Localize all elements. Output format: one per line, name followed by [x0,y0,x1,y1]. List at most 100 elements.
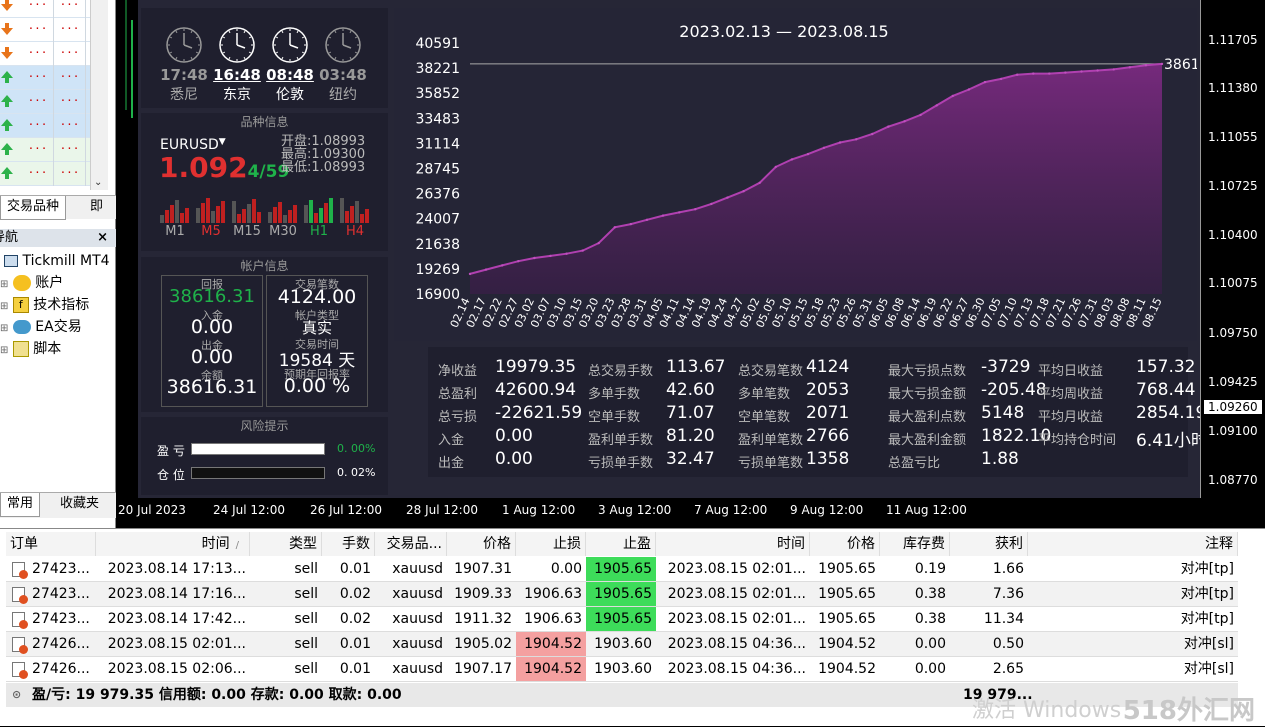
column-header[interactable]: 价格 [810,532,880,556]
equity-point [582,249,584,251]
order-icon [12,612,25,627]
column-header[interactable]: 价格 [447,532,516,556]
stat-value: 32.47 [666,449,715,469]
timeframe-label[interactable]: H4 [340,224,370,239]
column-header[interactable]: 止盈 [586,532,656,556]
ask-cell: ... [54,0,86,18]
left-panel: ........................................… [0,0,116,530]
equity-point [839,141,841,143]
order-icon [12,662,25,677]
stat-label: 总亏损 [438,406,477,425]
equity-point [919,114,921,116]
table-cell: 1904.52 [516,657,586,681]
stat-value: 157.32 [1136,357,1195,377]
timeframe-label[interactable]: M5 [196,224,226,239]
tab-symbols[interactable]: 交易品种 [0,196,66,220]
table-cell: 1911.32 [447,607,516,631]
navigator-item-experts[interactable]: ⊞ EA交易 [0,316,82,338]
table-cell: 1904.52 [516,632,586,656]
clock-city: 伦敦 [265,84,315,104]
column-header[interactable]: 手数 [322,532,375,556]
clock-icon [165,26,203,64]
timeframe-label[interactable]: M30 [268,224,298,239]
equity-point [549,255,551,257]
time-axis-label: 20 Jul 2023 [118,503,186,517]
tab-ticks[interactable]: 即 [84,196,109,220]
table-cell: 0.00 [880,657,950,681]
equity-point [694,208,696,210]
table-cell: sell [250,582,322,606]
timeframe-label[interactable]: M1 [160,224,190,239]
column-header[interactable]: 止损 [516,532,586,556]
brand-watermark: 518外汇网 [1123,690,1255,727]
column-header[interactable]: 交易品... [375,532,447,556]
stat-label: 亏损单笔数 [738,452,803,471]
ask-cell: ... [54,42,86,66]
table-cell: 7.36 [950,582,1028,606]
time-axis-label: 11 Aug 12:00 [886,503,967,517]
table-cell: 1905.02 [447,632,516,656]
symbol-info-title: 品种信息 [141,113,388,130]
y-tick-label: 31114 [415,136,460,152]
equity-point [614,226,616,228]
table-cell: 对冲[tp] [1028,607,1238,631]
column-header[interactable]: 时间/ [96,532,250,556]
accounts-icon [13,275,31,291]
stat-label: 空单手数 [588,406,640,425]
ask-cell: ... [54,90,86,114]
stat-value: 768.44 [1136,380,1195,400]
account-type-value: 真实 [266,317,368,338]
column-header[interactable]: 时间 [656,532,810,556]
navigator-item-indicators[interactable]: ⊞ f 技术指标 [0,294,89,316]
arrow-up-icon [1,119,13,131]
equity-point [871,133,873,135]
navigator-root[interactable]: Tickmill MT4 [4,250,110,272]
navigator-item-scripts[interactable]: ⊞ 脚本 [0,338,61,360]
tab-favorites[interactable]: 收藏夹 [54,493,105,517]
column-header[interactable]: 获利 [950,532,1028,556]
y-tick-label: 26376 [415,187,460,203]
y-tick-label: 19269 [415,262,460,278]
bid-cell: ... [22,114,54,138]
stat-label: 出金 [438,452,464,471]
stat-label: 空单笔数 [738,406,790,425]
dropdown-arrow-icon[interactable]: ▼ [219,137,226,147]
stat-value: 5148 [981,403,1024,423]
equity-point [855,138,857,140]
equity-point [1032,72,1034,74]
navigator-item-accounts[interactable]: ⊞ 账户 [0,272,63,294]
equity-point [952,95,954,97]
market-watch-scrollbar[interactable]: ⌄ [90,0,108,190]
stat-label: 盈利单笔数 [738,429,803,448]
bid-cell: ... [22,0,54,18]
tab-common[interactable]: 常用 [0,493,40,517]
column-header[interactable]: 注释 [1028,532,1238,556]
column-header[interactable]: 类型 [250,532,322,556]
table-cell: 0.50 [950,632,1028,656]
close-icon[interactable]: × [97,229,108,247]
timeframe-label[interactable]: H1 [304,224,334,239]
risk-title: 风险提示 [141,417,388,434]
table-cell: 1907.31 [447,557,516,581]
table-cell: 0.02 [322,582,375,606]
table-cell: 0.00 [880,632,950,656]
y-tick-label: 28745 [415,162,460,178]
profit-pct: 0. 00% [337,442,375,455]
column-header[interactable]: 订单 [6,532,96,556]
column-header[interactable]: 库存费 [880,532,950,556]
price-axis-label: 1.10725 [1208,179,1258,193]
bid-cell: ... [22,66,54,90]
chevron-down-icon[interactable]: ⌄ [94,177,102,188]
arrow-down-icon [1,23,13,35]
table-cell: 0.01 [322,657,375,681]
timeframe-label[interactable]: M15 [232,224,262,239]
